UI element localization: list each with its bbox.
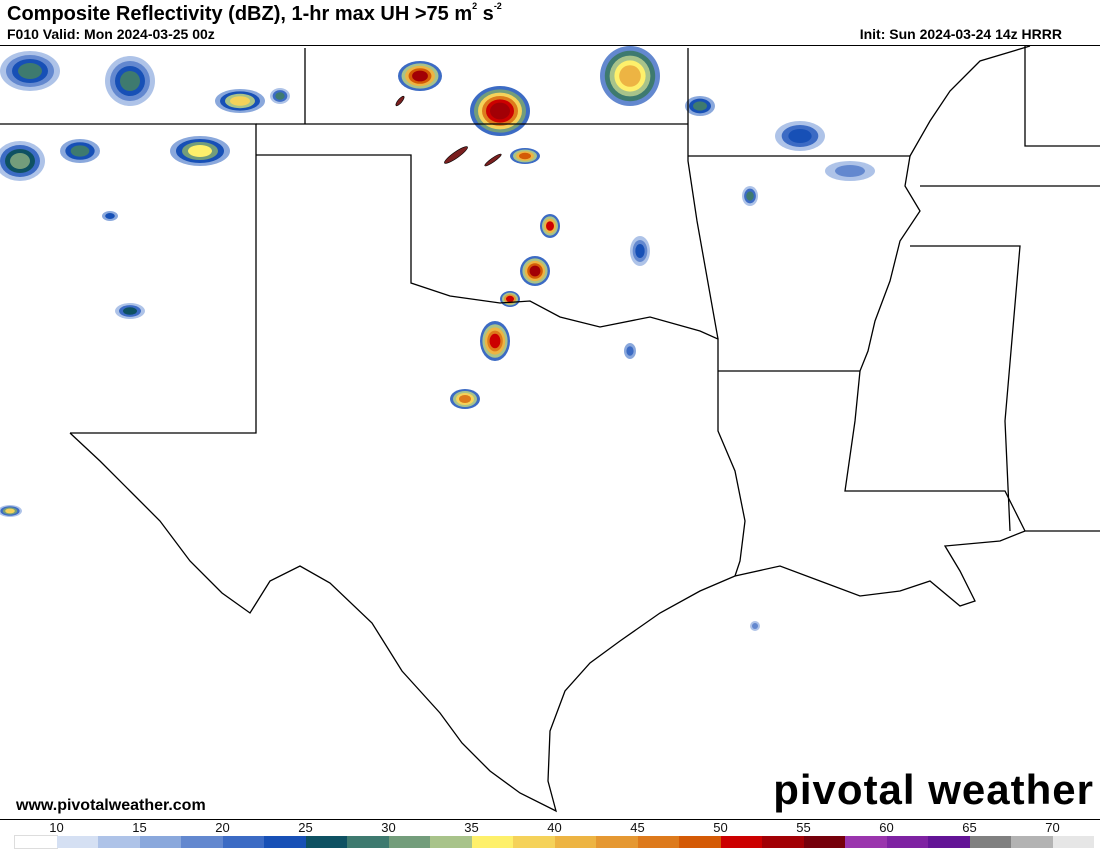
- colorbar-swatch: [98, 836, 140, 848]
- colorbar-label: 60: [879, 820, 894, 835]
- colorbar-swatch: [430, 836, 472, 848]
- reflectivity-cell: [123, 307, 137, 315]
- colorbar-swatch: [803, 836, 845, 848]
- colorbar-swatch: [471, 836, 513, 848]
- colorbar-label: 15: [132, 820, 147, 835]
- reflectivity-cell: [746, 191, 754, 201]
- reflectivity-cell: [275, 92, 285, 100]
- colorbar-swatch: [222, 836, 264, 848]
- colorbar-swatch: [139, 836, 181, 848]
- colorbar-swatch: [14, 835, 58, 849]
- colorbar-swatch: [347, 836, 389, 848]
- reflectivity-cell: [835, 165, 865, 177]
- new-mexico-border: [0, 123, 257, 434]
- colorbar-swatch: [554, 836, 596, 848]
- colorbar-label: 30: [381, 820, 396, 835]
- reflectivity-cell: [626, 346, 634, 356]
- uh-swath: [444, 146, 468, 164]
- colorbar-swatch: [181, 836, 223, 848]
- reflectivity-cell: [693, 101, 707, 111]
- reflectivity-cell: [619, 65, 641, 87]
- mississippi-alabama-border: [910, 245, 1021, 532]
- colorbar-label: 25: [298, 820, 313, 835]
- reflectivity-cell: [752, 623, 758, 629]
- reflectivity-cell: [230, 96, 250, 106]
- arkansas-border: [688, 155, 921, 372]
- reflectivity-cell: [635, 244, 645, 258]
- colorbar-swatch: [305, 836, 347, 848]
- uh-swath: [395, 95, 405, 107]
- colorbar-swatch: [845, 836, 887, 848]
- reflectivity-cell: [120, 71, 140, 91]
- colorbar-label: 10: [49, 820, 64, 835]
- colorbar-label: 40: [547, 820, 562, 835]
- colorbar-swatch: [637, 836, 679, 848]
- reflectivity-cell: [529, 265, 541, 277]
- reflectivity-cell: [459, 395, 471, 403]
- louisiana-coast: [734, 530, 1100, 607]
- colorbar-swatch: [720, 836, 762, 848]
- valid-time: F010 Valid: Mon 2024-03-25 00z: [7, 26, 215, 42]
- colorbar-label: 45: [630, 820, 645, 835]
- colorbar-swatch: [513, 836, 555, 848]
- map-title: Composite Reflectivity (dBZ), 1-hr max U…: [7, 1, 502, 25]
- colorbar-label: 20: [215, 820, 230, 835]
- colorbar-swatch: [388, 836, 430, 848]
- reflectivity-cell: [506, 295, 514, 303]
- colorbar-swatch: [886, 836, 928, 848]
- colorbar: [14, 835, 1094, 849]
- colorbar-swatch: [969, 836, 1011, 848]
- colorbar-swatch: [928, 836, 970, 848]
- reflectivity-cell: [105, 213, 115, 219]
- weather-map: [0, 45, 1100, 820]
- reflectivity-cell: [519, 152, 531, 160]
- state-borders: [0, 46, 1100, 813]
- colorbar-label: 65: [962, 820, 977, 835]
- reflectivity-layer: [0, 46, 875, 631]
- reflectivity-cell: [490, 102, 510, 120]
- reflectivity-cell: [10, 153, 30, 169]
- missouri-east: [1024, 46, 1100, 147]
- colorbar-label: 35: [464, 820, 479, 835]
- colorbar-swatch: [56, 836, 98, 848]
- texas-border: [69, 154, 746, 813]
- colorbar-swatch: [596, 836, 638, 848]
- kansas-north-border: [304, 48, 689, 124]
- reflectivity-cell: [70, 145, 90, 157]
- uh-swath: [484, 153, 502, 167]
- colorbar-swatch: [679, 836, 721, 848]
- louisiana-border: [844, 370, 1026, 532]
- colorbar-swatch: [1011, 836, 1053, 848]
- colorbar-swatch: [264, 836, 306, 848]
- colorbar-label: 50: [713, 820, 728, 835]
- colorbar-label: 70: [1045, 820, 1060, 835]
- init-time: Init: Sun 2024-03-24 14z HRRR: [859, 26, 1062, 42]
- reflectivity-cell: [546, 221, 554, 231]
- reflectivity-cell: [5, 508, 15, 514]
- reflectivity-cell: [412, 70, 428, 82]
- colorbar-swatch: [762, 836, 804, 848]
- mississippi-river: [909, 46, 1031, 157]
- reflectivity-cell: [788, 129, 812, 143]
- pivotal-weather-logo: pivotal weather: [773, 766, 1094, 813]
- colorbar-swatch: [1052, 836, 1094, 848]
- reflectivity-cell: [18, 63, 42, 79]
- reflectivity-cell: [188, 145, 212, 157]
- website-label: www.pivotalweather.com: [16, 797, 206, 814]
- oklahoma-east-border: [687, 124, 719, 340]
- colorbar-label: 55: [796, 820, 811, 835]
- reflectivity-cell: [489, 333, 501, 349]
